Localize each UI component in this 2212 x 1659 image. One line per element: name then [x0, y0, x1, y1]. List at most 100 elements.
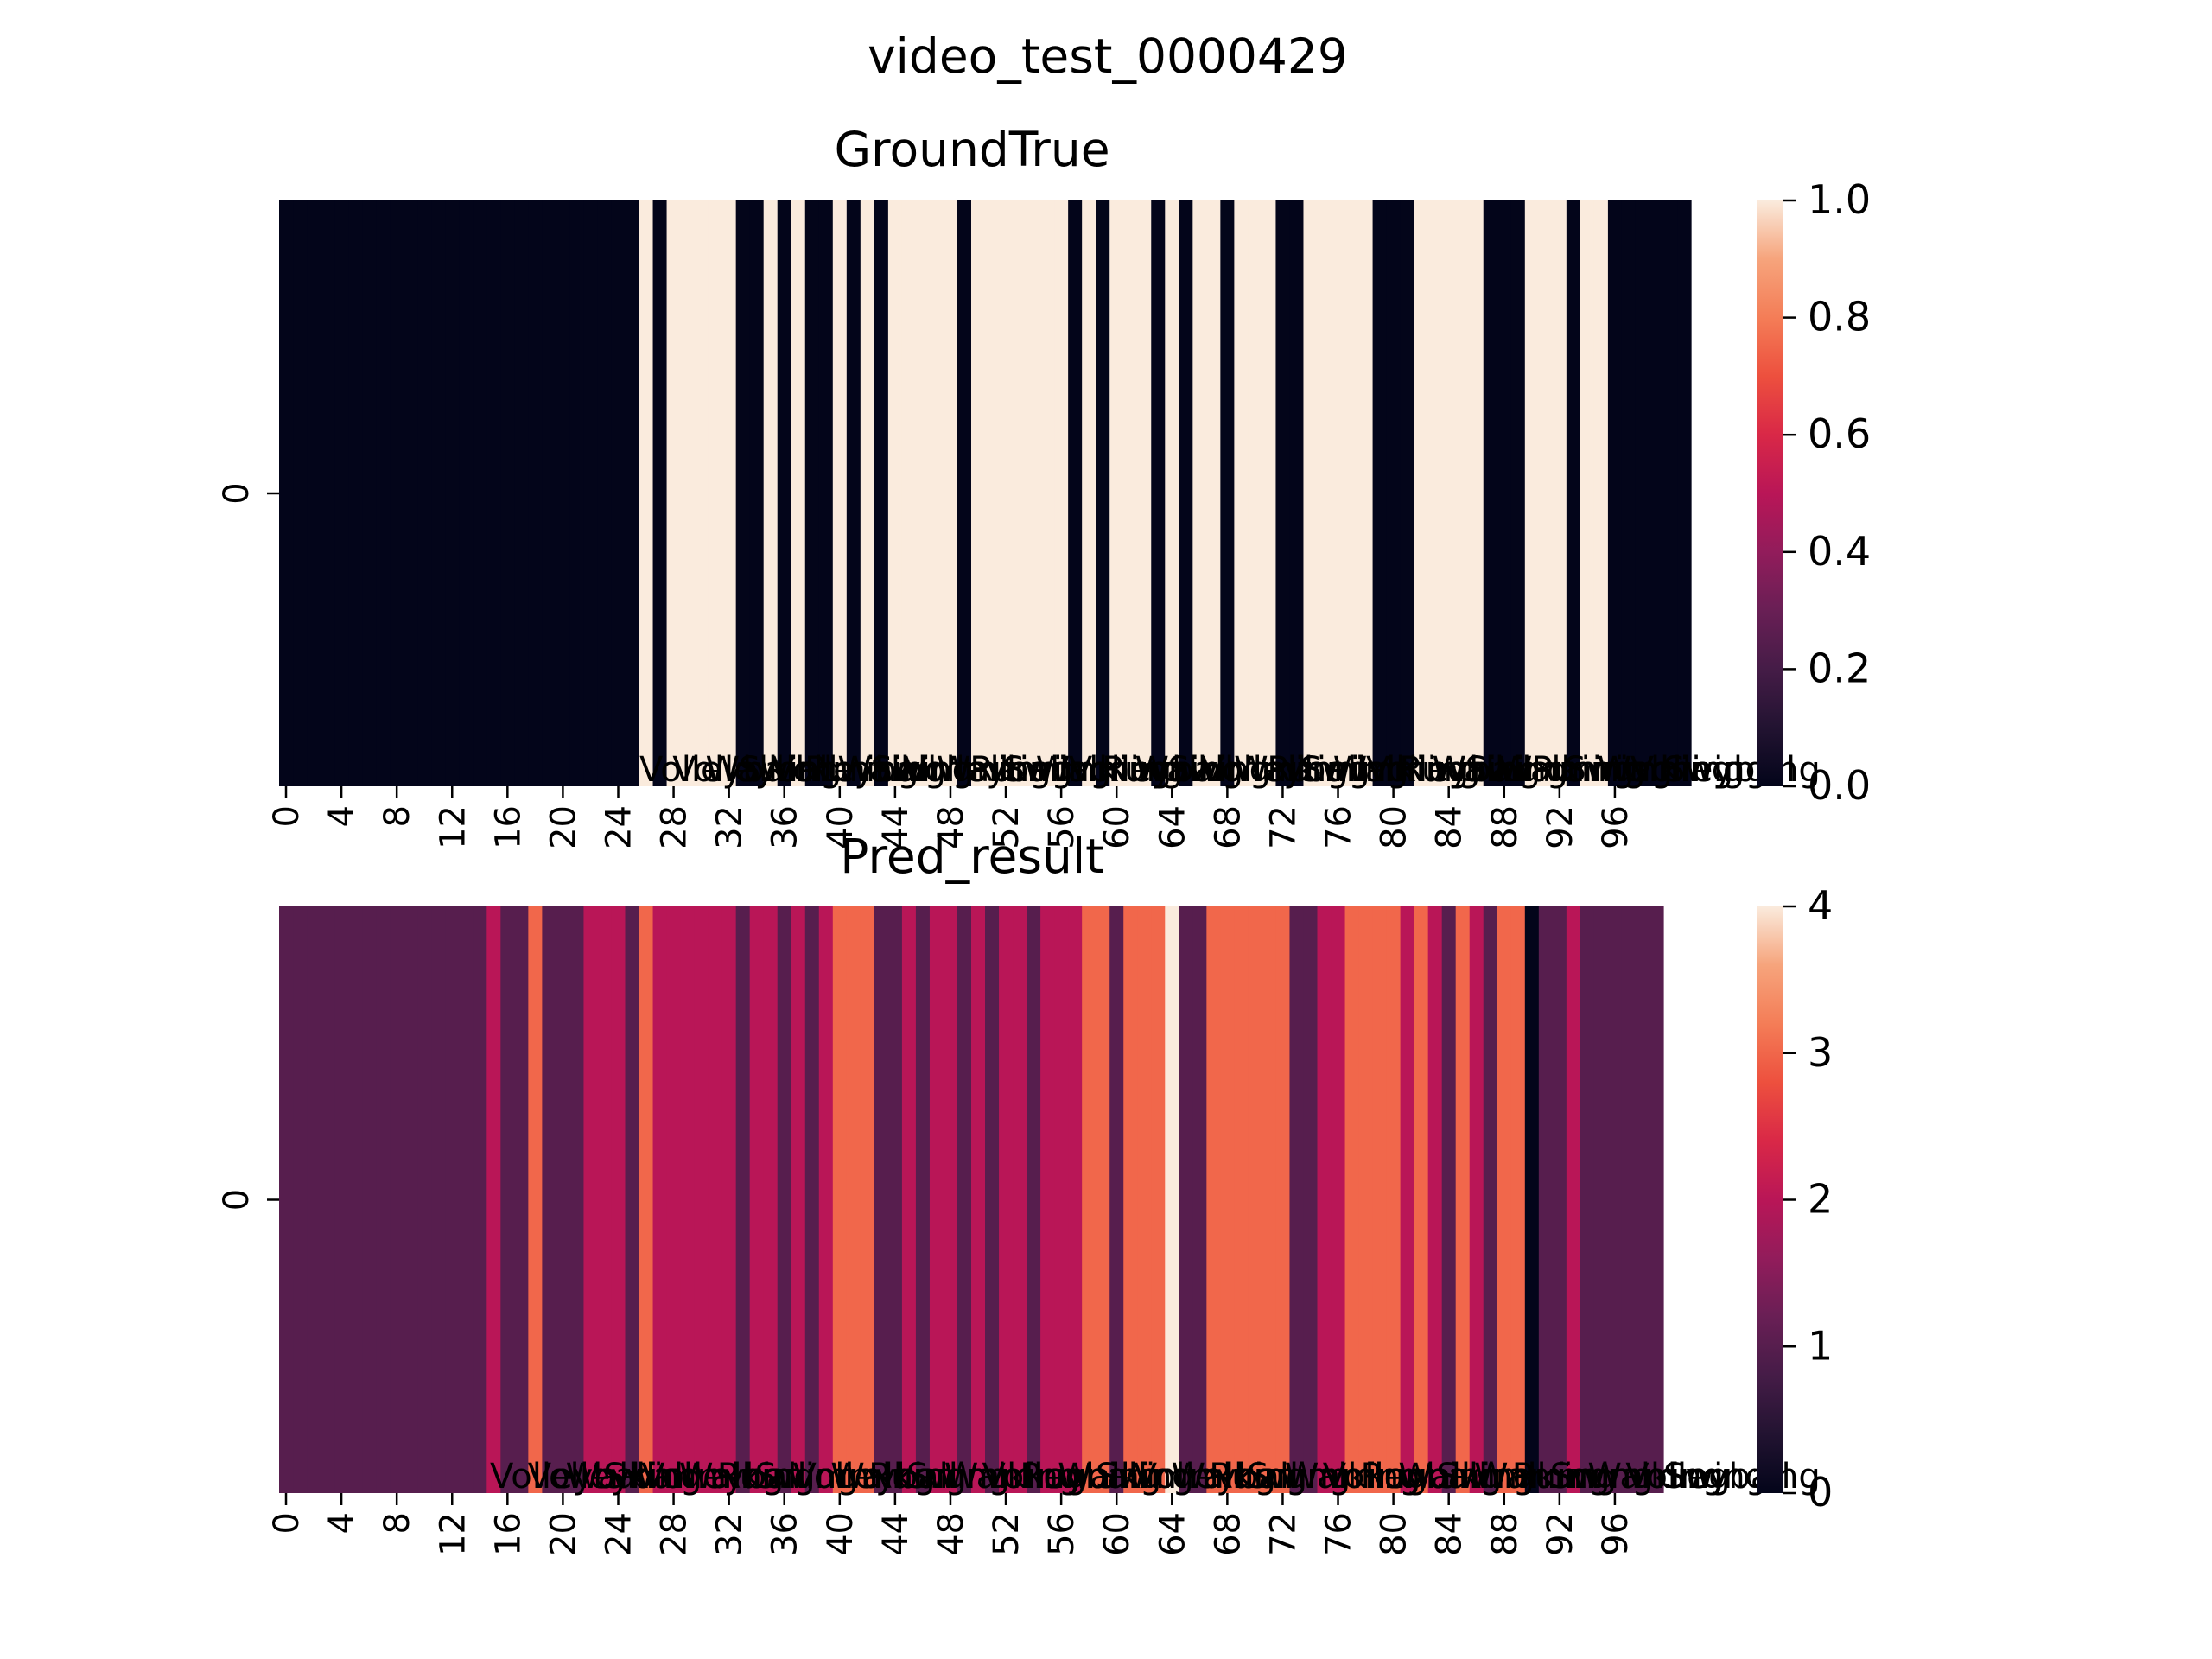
heatmap-cell — [929, 906, 944, 1493]
activity-label: Volleyball — [793, 1457, 958, 1497]
activity-label: Swinging — [1663, 1457, 1821, 1497]
heatmap-cell — [445, 906, 460, 1493]
activity-label: Walking — [1398, 1457, 1535, 1497]
heatmap-cell — [860, 906, 875, 1493]
heatmap-cell — [1262, 906, 1277, 1493]
heatmap-cell — [362, 200, 377, 786]
activity-label: Walking — [1333, 750, 1470, 790]
heatmap-pred-result-overlay-labels: VolleyballVolleyballWalkingSwimmingVolle… — [490, 1457, 1821, 1497]
heatmap-cell — [431, 906, 446, 1493]
heatmap-cell — [721, 200, 737, 786]
activity-label: Volleyball — [772, 750, 937, 790]
heatmap-cell — [846, 906, 861, 1493]
heatmap-cell — [293, 200, 308, 786]
heatmap-cell — [901, 906, 917, 1493]
activity-label: Volleyball — [1069, 750, 1234, 790]
activity-label: Walking — [679, 1457, 816, 1497]
heatmap-cell — [1400, 200, 1415, 786]
colorbar-tick-label: 0.4 — [1808, 528, 1871, 575]
activity-label: Swimming — [1436, 1457, 1617, 1497]
x-tick-label: 28 — [655, 805, 695, 849]
x-tick-label: 8 — [378, 805, 417, 827]
x-tick-label: 48 — [931, 1512, 971, 1556]
heatmap-cell — [791, 906, 806, 1493]
activity-label: Volleyball — [490, 1457, 655, 1497]
activity-label: Walking — [1587, 1457, 1724, 1497]
heatmap-cell — [500, 200, 515, 786]
heatmap-cell — [404, 200, 418, 786]
activity-label: Swimming — [1550, 1457, 1731, 1497]
heatmap-cell — [777, 200, 792, 786]
x-tick-label: 12 — [433, 805, 473, 849]
heatmap-cell — [1192, 200, 1207, 786]
heatmap-cell — [293, 906, 308, 1493]
heatmap-groundtrue-x-axis: 0 4 8 12 16 20 24 28 32 36 40 44 48 52 56 60 64 68 72 76 80 8… — [267, 786, 1636, 849]
activity-label: Swimming — [739, 750, 919, 790]
heatmap-cell — [486, 906, 501, 1493]
x-tick-label: 84 — [1430, 805, 1470, 849]
heatmap-cell — [1317, 906, 1332, 1493]
activity-label: Swimming — [871, 750, 1052, 790]
activity-label: Volleyball — [528, 1457, 693, 1497]
heatmap-cell — [321, 200, 335, 786]
activity-label: Volleyball — [904, 750, 1069, 790]
heatmap-cell — [1248, 200, 1263, 786]
heatmap-cell — [1580, 200, 1595, 786]
x-tick-label: 96 — [1596, 1512, 1636, 1556]
heatmap-cell — [1552, 906, 1567, 1493]
heatmap-cell — [1206, 906, 1221, 1493]
activity-label: Walking — [944, 1457, 1081, 1497]
colorbar-tick-label: 2 — [1808, 1176, 1833, 1223]
activity-label: Running — [1102, 750, 1243, 790]
heatmap-cell — [957, 200, 972, 786]
heatmap-cell — [556, 906, 571, 1493]
x-tick-label: 48 — [931, 805, 971, 849]
heatmap-cell — [1497, 906, 1512, 1493]
heatmap-cell — [999, 200, 1014, 786]
heatmap-cell — [1179, 200, 1193, 786]
heatmap-pred-result-y-axis: 0 — [217, 1189, 279, 1211]
x-tick-label: 92 — [1541, 1512, 1580, 1556]
heatmap-cell — [735, 906, 751, 1493]
heatmap-cell — [473, 200, 487, 786]
x-tick-label: 84 — [1430, 1512, 1470, 1556]
x-tick-label: 52 — [987, 1512, 1027, 1556]
activity-label: Running — [1531, 750, 1673, 790]
heatmap-cell — [652, 200, 668, 786]
heatmap-cell — [459, 906, 474, 1493]
heatmap-cell — [1109, 906, 1124, 1493]
x-tick-label: 36 — [766, 805, 805, 849]
heatmap-cell — [569, 906, 585, 1493]
x-tick-label: 96 — [1596, 805, 1636, 849]
x-tick-label: 80 — [1375, 1512, 1414, 1556]
heatmap-cell — [1427, 906, 1443, 1493]
activity-label: Swimming — [1465, 750, 1646, 790]
heatmap-cell — [1192, 906, 1207, 1493]
heatmap-cell — [334, 906, 349, 1493]
heatmap-pred-result-cells — [279, 906, 1664, 1493]
heatmap-cell — [279, 906, 294, 1493]
heatmap-cell — [791, 200, 806, 786]
heatmap-cell — [1635, 906, 1650, 1493]
heatmap-cell — [957, 906, 972, 1493]
heatmap-cell — [1096, 200, 1110, 786]
heatmap-cell — [1580, 906, 1595, 1493]
heatmap-cell — [1566, 200, 1581, 786]
heatmap-cell — [1441, 200, 1457, 786]
heatmap-cell — [376, 906, 391, 1493]
heatmap-cell — [1331, 200, 1346, 786]
heatmap-cell — [583, 200, 599, 786]
heatmap-cell — [569, 200, 585, 786]
heatmap-cell — [611, 200, 626, 786]
x-tick-label: 40 — [821, 1512, 861, 1556]
heatmap-cell — [846, 200, 861, 786]
heatmap-cell — [1483, 200, 1498, 786]
heatmap-cell — [721, 906, 737, 1493]
activity-label: Running — [804, 750, 946, 790]
activity-label: Walking — [1498, 750, 1635, 790]
heatmap-cell — [763, 200, 779, 786]
heatmap-cell — [818, 200, 834, 786]
activity-label: Walking — [1432, 750, 1568, 790]
heatmap-cell — [735, 200, 751, 786]
x-tick-label: 80 — [1375, 805, 1414, 849]
